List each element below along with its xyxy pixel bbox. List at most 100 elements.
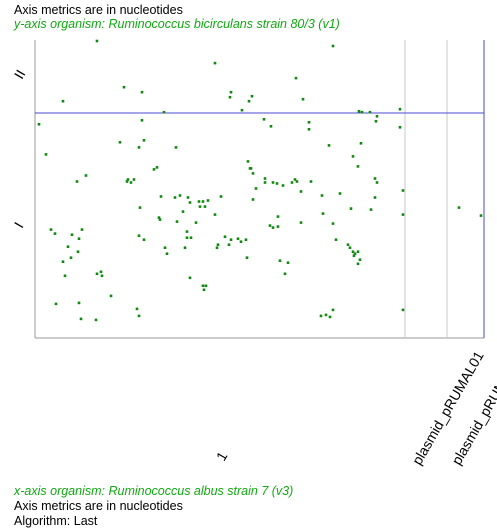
- data-point: [185, 230, 189, 233]
- data-point: [202, 288, 206, 292]
- data-point: [328, 315, 332, 319]
- data-point: [181, 210, 185, 213]
- data-point: [290, 181, 294, 184]
- data-point: [373, 177, 377, 180]
- data-point: [248, 167, 252, 170]
- data-point: [356, 165, 360, 168]
- data-point: [206, 199, 210, 202]
- data-point: [269, 125, 273, 128]
- data-point: [69, 256, 73, 259]
- data-point: [204, 284, 208, 288]
- data-point: [356, 250, 360, 253]
- data-point: [307, 121, 311, 124]
- data-point: [213, 61, 217, 65]
- data-point: [457, 206, 461, 209]
- data-point: [358, 258, 362, 261]
- data-point: [37, 123, 41, 126]
- data-point: [162, 110, 166, 114]
- data-point: [79, 317, 83, 321]
- data-point: [331, 308, 335, 312]
- data-point: [198, 205, 202, 208]
- x-organism-label: x-axis organism: Ruminococcus albus stra…: [14, 484, 294, 498]
- data-point: [229, 238, 233, 241]
- data-point: [77, 237, 81, 240]
- data-point: [61, 260, 65, 263]
- data-point: [66, 245, 70, 248]
- data-point: [188, 201, 192, 204]
- data-point: [183, 246, 187, 249]
- data-point: [126, 178, 130, 181]
- data-point: [301, 97, 305, 101]
- data-point: [293, 178, 297, 181]
- data-point: [246, 160, 250, 163]
- data-point: [95, 39, 99, 43]
- data-point: [227, 243, 231, 246]
- data-point: [307, 128, 311, 131]
- algorithm-label: Algorithm: Last: [14, 514, 98, 528]
- data-point: [299, 190, 303, 193]
- data-point: [283, 272, 287, 276]
- data-point: [175, 220, 179, 223]
- data-point: [157, 216, 161, 219]
- data-point: [118, 141, 122, 144]
- data-point: [254, 187, 258, 190]
- data-point: [239, 240, 243, 243]
- data-point: [286, 261, 290, 264]
- data-point: [178, 194, 182, 197]
- data-point: [398, 107, 402, 111]
- data-point: [84, 174, 88, 177]
- data-point: [155, 166, 159, 169]
- data-point: [338, 192, 342, 195]
- data-point: [197, 200, 201, 203]
- data-point: [251, 172, 255, 175]
- data-point: [250, 94, 254, 98]
- data-point: [309, 180, 313, 183]
- data-point: [201, 200, 205, 203]
- data-point: [479, 214, 483, 217]
- data-point: [189, 236, 193, 239]
- data-point: [271, 226, 275, 229]
- data-point: [142, 238, 146, 241]
- data-point: [135, 307, 139, 311]
- data-point: [324, 313, 328, 317]
- data-point: [353, 252, 357, 255]
- data-point: [334, 238, 338, 241]
- data-point: [163, 246, 167, 249]
- data-point: [94, 318, 98, 322]
- data-point: [140, 119, 144, 122]
- y-tick-label: I: [11, 219, 27, 230]
- data-point: [368, 110, 372, 114]
- data-point: [251, 198, 255, 201]
- header-metrics-note: Axis metrics are in nucleotides: [14, 3, 183, 17]
- data-point: [271, 181, 275, 184]
- data-point: [278, 259, 282, 262]
- data-point: [44, 153, 48, 156]
- footer-metrics-note: Axis metrics are in nucleotides: [14, 499, 183, 513]
- data-point: [80, 228, 84, 231]
- data-point: [247, 99, 251, 103]
- y-tick-label: II: [11, 67, 29, 82]
- data-point: [99, 270, 103, 274]
- data-point: [263, 181, 267, 184]
- data-point: [229, 90, 233, 94]
- data-point: [244, 238, 248, 241]
- data-point: [299, 221, 303, 224]
- data-point: [61, 99, 65, 103]
- data-point: [53, 232, 57, 235]
- data-point: [138, 206, 142, 209]
- data-point: [401, 308, 405, 312]
- data-point: [185, 236, 189, 239]
- data-point: [109, 294, 113, 298]
- data-point: [158, 218, 162, 221]
- data-point: [165, 252, 169, 255]
- data-point: [346, 243, 350, 246]
- data-point: [142, 139, 146, 142]
- data-point: [223, 235, 227, 238]
- data-point: [401, 213, 405, 216]
- data-point: [137, 314, 141, 318]
- data-point: [276, 225, 280, 228]
- data-point: [137, 146, 141, 149]
- data-point: [348, 246, 352, 249]
- data-point: [129, 181, 133, 184]
